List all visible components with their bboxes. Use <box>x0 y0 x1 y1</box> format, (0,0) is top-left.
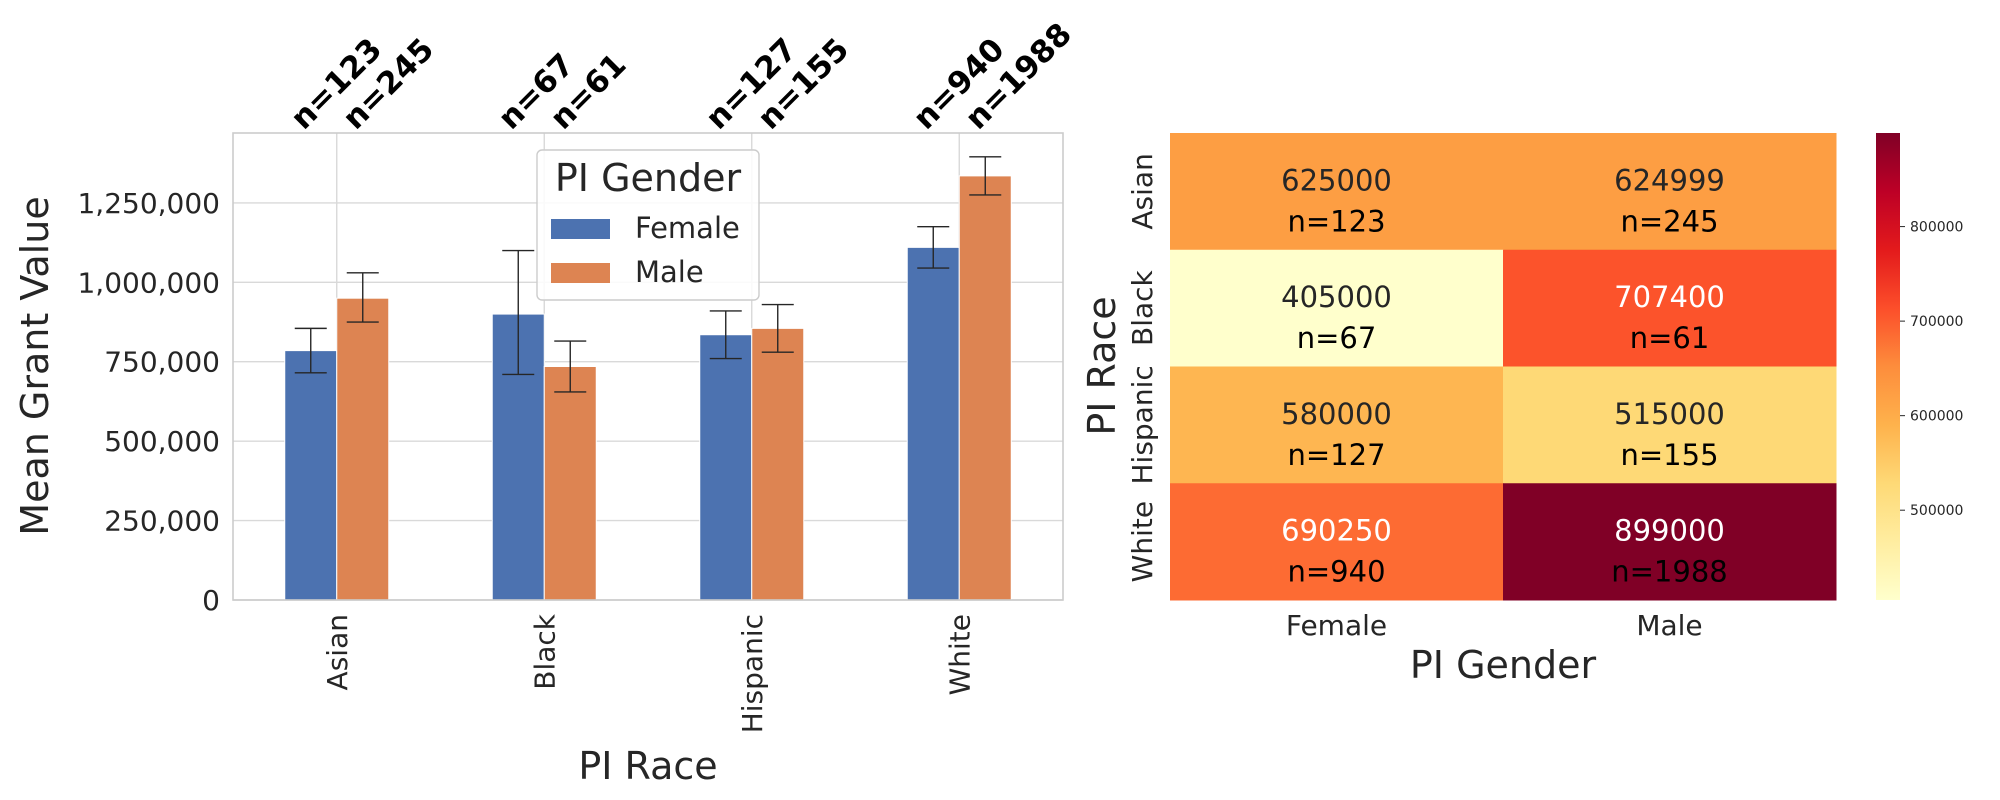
bar-y-tick-label: 0 <box>202 584 220 617</box>
bar-male-asian <box>336 297 390 601</box>
heatmap-cell-value: 624999 <box>1614 163 1725 197</box>
colorbar-ticks: 500000 600000 700000 800000 <box>1900 220 1963 519</box>
heatmap-y-tick-label-asian: Asian <box>1126 153 1159 229</box>
bar-x-tick-label-asian: Asian <box>321 614 354 690</box>
legend-box <box>536 149 760 301</box>
legend-label-male: Male <box>635 255 704 289</box>
bar-chart: 0 250,000 500,000 750,000 1,000,000 1,250,000… <box>13 16 1079 788</box>
bar-y-tick-label: 1,000,000 <box>77 266 220 299</box>
heatmap-cell-count: n=127 <box>1287 438 1385 472</box>
bar-error-bars <box>294 156 1002 393</box>
heatmap-cell-count: n=123 <box>1287 204 1385 238</box>
heatmap-cell-count: n=245 <box>1620 204 1718 238</box>
heatmap-x-tick-label-male: Male <box>1636 609 1702 642</box>
heatmap-x-tick-label-female: Female <box>1286 609 1387 642</box>
heatmap-y-tick-label-black: Black <box>1126 269 1159 346</box>
colorbar-tick-label: 800000 <box>1910 220 1963 236</box>
bar-x-tick-label-black: Black <box>528 613 561 690</box>
bar-female-asian <box>284 350 338 601</box>
heatmap-cell-value: 899000 <box>1614 514 1725 548</box>
heatmap-cell-white-male <box>1503 483 1837 601</box>
heatmap-y-tick-label-hispanic: Hispanic <box>1126 365 1159 484</box>
bar-y-tick-label: 1,250,000 <box>77 187 220 220</box>
bar-plot-frame <box>232 132 1064 601</box>
heatmap-cell-value: 580000 <box>1281 397 1392 431</box>
heatmap-cell-value: 405000 <box>1281 280 1392 314</box>
legend-label-female: Female <box>635 211 740 245</box>
heatmap-cells <box>1170 133 1837 601</box>
heatmap-x-axis-title: PI Gender <box>1410 643 1597 687</box>
bar-x-tick-label-white: White <box>943 614 976 695</box>
colorbar: 500000 600000 700000 800000 <box>1876 133 1963 600</box>
bar-female-white <box>906 246 960 601</box>
heatmap-cell-asian-male <box>1503 133 1837 251</box>
legend: PI Gender Female Male <box>536 149 760 301</box>
bar-female-hispanic <box>699 334 753 601</box>
heatmap: 625000 n=123 624999 n=245 405000 n=67 707400 n=… <box>1080 133 1837 687</box>
heatmap-x-ticks: Female Male <box>1286 609 1703 642</box>
bar-y-ticks: 0 250,000 500,000 750,000 1,000,000 1,250,000 <box>77 187 220 617</box>
legend-swatch-female <box>551 219 610 239</box>
heatmap-cell-black-male <box>1503 249 1837 367</box>
heatmap-cell-value: 625000 <box>1281 163 1392 197</box>
heatmap-cell-value: 515000 <box>1614 397 1725 431</box>
heatmap-cell-hispanic-male <box>1503 366 1837 484</box>
heatmap-cell-count: n=1988 <box>1611 555 1727 589</box>
heatmap-annotations: 625000 n=123 624999 n=245 405000 n=67 707400 n=… <box>1281 163 1728 588</box>
colorbar-gradient <box>1876 133 1900 600</box>
bar-male-hispanic <box>751 327 805 601</box>
heatmap-cell-count: n=155 <box>1620 438 1718 472</box>
bar-y-tick-label: 750,000 <box>104 346 220 379</box>
heatmap-y-axis-title: PI Race <box>1080 296 1124 435</box>
heatmap-y-tick-label-white: White <box>1126 501 1159 582</box>
colorbar-tick-label: 500000 <box>1910 503 1963 519</box>
heatmap-cell-asian-female <box>1170 133 1504 251</box>
legend-swatch-male <box>551 263 610 283</box>
heatmap-cell-white-female <box>1170 483 1504 601</box>
heatmap-cell-count: n=940 <box>1287 555 1385 589</box>
colorbar-tick-label: 600000 <box>1910 409 1963 425</box>
heatmap-y-ticks: Asian Black Hispanic White <box>1126 153 1159 582</box>
heatmap-cell-black-female <box>1170 249 1504 367</box>
bar-y-axis-title: Mean Grant Value <box>13 196 57 535</box>
colorbar-tick-label: 700000 <box>1910 314 1963 330</box>
bar-y-tick-label: 250,000 <box>104 505 220 538</box>
heatmap-cell-count: n=67 <box>1297 321 1377 355</box>
bar-x-ticks: Asian Black Hispanic White <box>321 613 977 733</box>
heatmap-cell-count: n=61 <box>1630 321 1710 355</box>
bar-x-tick-label-hispanic: Hispanic <box>736 614 769 733</box>
legend-title: PI Gender <box>555 156 742 200</box>
heatmap-cell-value: 707400 <box>1614 280 1725 314</box>
bar-x-axis-title: PI Race <box>578 744 717 788</box>
bar-male-white <box>958 175 1012 601</box>
heatmap-cell-hispanic-female <box>1170 366 1504 484</box>
heatmap-cell-value: 690250 <box>1281 514 1392 548</box>
bar-y-tick-label: 500,000 <box>104 425 220 458</box>
bar-male-black <box>543 366 597 601</box>
